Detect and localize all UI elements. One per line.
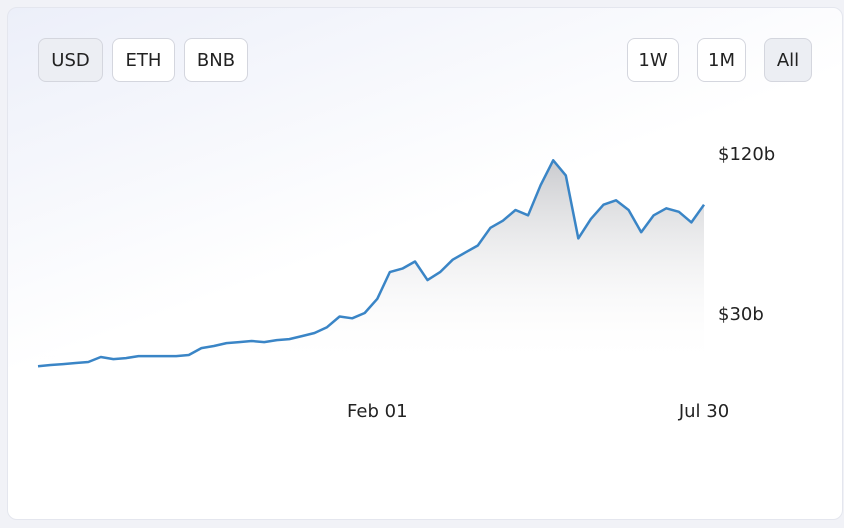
range-button[interactable]: 1M: [697, 38, 746, 82]
y-tick-label: $120b: [718, 144, 775, 165]
area-fill: [38, 160, 704, 367]
range-button[interactable]: All: [764, 38, 812, 82]
x-tick-label: Feb 01: [347, 401, 408, 422]
range-button[interactable]: 1W: [627, 38, 679, 82]
currency-button[interactable]: BNB: [184, 38, 248, 82]
currency-button[interactable]: ETH: [112, 38, 175, 82]
x-tick-label: Jul 30: [678, 401, 729, 422]
line: [37, 159, 706, 368]
y-tick-label: $30b: [718, 304, 764, 325]
currency-button[interactable]: USD: [38, 38, 103, 82]
